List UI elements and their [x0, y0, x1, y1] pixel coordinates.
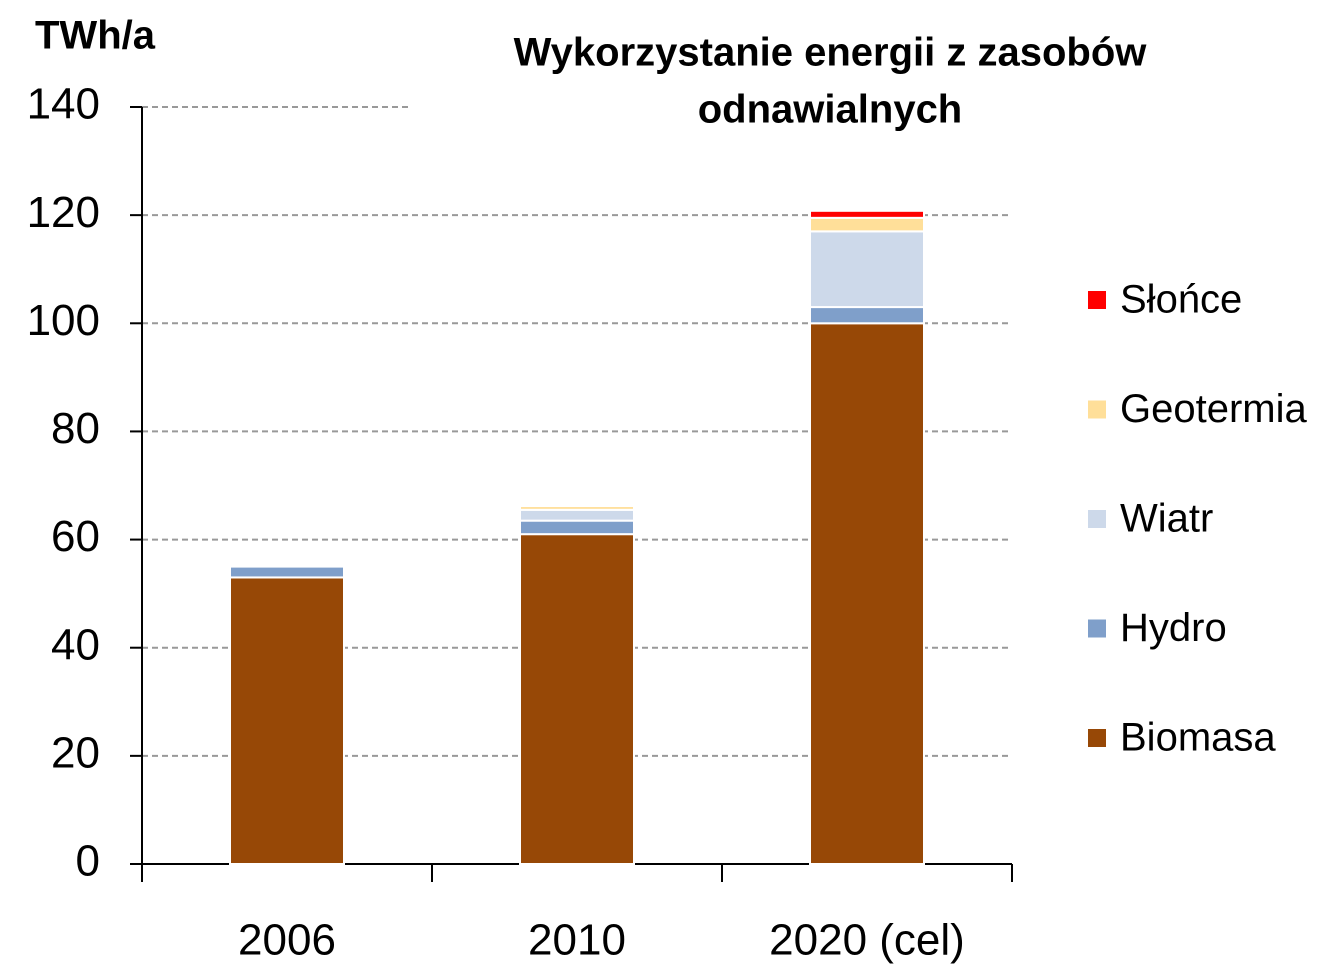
bar-segment — [809, 322, 925, 865]
legend-swatch — [1088, 510, 1106, 528]
y-tick-label: 100 — [27, 296, 100, 345]
y-axis-label: TWh/a — [35, 14, 156, 58]
legend-label: Biomasa — [1120, 716, 1276, 760]
legend-swatch — [1088, 400, 1106, 419]
x-tick-label: 2010 — [528, 916, 626, 965]
legend-label: Wiatr — [1120, 497, 1213, 541]
bar-segment — [809, 209, 925, 219]
x-tick-label: 2006 — [238, 916, 336, 965]
bar-segment — [809, 306, 925, 325]
legend-label: Hydro — [1120, 606, 1227, 650]
y-tick-label: 60 — [51, 512, 100, 561]
chart-title: Wykorzystanie energii z zasobów — [514, 31, 1148, 75]
legend-swatch — [1088, 729, 1106, 747]
legend-label: Słońce — [1120, 278, 1242, 322]
legend-swatch — [1088, 619, 1106, 638]
bar-segment — [809, 216, 925, 233]
y-tick-label: 20 — [51, 728, 100, 777]
bar-segment — [229, 576, 345, 866]
y-tick-label: 140 — [27, 80, 100, 129]
legend-swatch — [1088, 291, 1106, 309]
y-tick-label: 80 — [51, 404, 100, 453]
title-background — [412, 20, 1252, 140]
bar-segment — [519, 505, 635, 511]
x-tick-label: 2020 (cel) — [769, 916, 965, 965]
legend-label: Geotermia — [1120, 387, 1307, 431]
chart-title: odnawialnych — [698, 88, 963, 132]
bar-segment — [519, 519, 635, 536]
bar-segment — [519, 533, 635, 866]
y-tick-label: 0 — [76, 837, 100, 886]
bar-segment — [519, 508, 635, 522]
y-tick-label: 120 — [27, 188, 100, 237]
y-tick-label: 40 — [51, 620, 100, 669]
bar-segment — [809, 230, 925, 309]
bar-segment — [229, 565, 345, 579]
